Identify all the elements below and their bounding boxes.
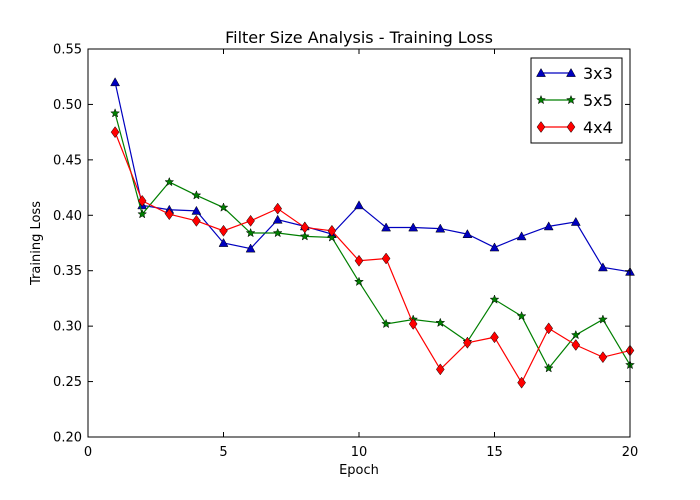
x-axis-title: Epoch: [339, 463, 379, 478]
data-point-4x4-12: [408, 318, 418, 330]
data-point-5x5-15: [489, 294, 500, 304]
data-point-5x5-19: [597, 314, 608, 324]
data-point-4x4-11: [381, 252, 391, 265]
data-point-4x4-13: [435, 363, 445, 376]
y-axis-title: Training Loss: [29, 201, 44, 286]
series-line-4x4: [114, 131, 631, 384]
legend-label: 5x5: [583, 91, 613, 110]
legend-label: 4x4: [583, 118, 613, 137]
series-4x4: [110, 126, 635, 389]
data-point-5x5-3: [164, 176, 175, 187]
x-tick-label: 20: [622, 445, 639, 460]
data-point-3x3-16: [516, 231, 527, 241]
data-point-3x3-17: [543, 221, 554, 231]
data-point-3x3-19: [597, 262, 608, 272]
x-tick-label: 5: [219, 445, 227, 460]
legend-label: 3x3: [583, 64, 613, 83]
data-point-5x5-9: [326, 232, 337, 242]
series-line-5x5: [114, 113, 631, 370]
data-point-5x5-10: [354, 276, 364, 287]
y-tick-label: 0.50: [53, 98, 82, 113]
legend: 3x3 5x5 4x4: [530, 57, 623, 144]
x-tick-label: 0: [84, 445, 92, 460]
chart-title: Filter Size Analysis - Training Loss: [225, 28, 493, 47]
data-point-5x5-5: [218, 202, 229, 212]
data-point-3x3-11: [381, 222, 392, 232]
data-point-4x4-2: [137, 194, 147, 207]
data-point-4x4-6: [246, 214, 255, 227]
y-tick-label: 0.40: [53, 209, 82, 224]
y-tick-label: 0.20: [53, 431, 82, 446]
data-point-4x4-16: [517, 376, 526, 389]
data-point-4x4-18: [571, 339, 581, 351]
data-point-5x5-8: [299, 231, 310, 241]
data-point-5x5-18: [570, 329, 581, 340]
data-point-3x3-13: [435, 223, 446, 233]
data-point-3x3-5: [218, 237, 229, 247]
data-point-3x3-12: [408, 222, 419, 232]
plot-area: [110, 77, 635, 389]
y-tick-label: 0.30: [53, 320, 82, 335]
data-point-4x4-14: [463, 336, 472, 349]
data-point-5x5-2: [137, 208, 148, 219]
series-3x3: [110, 77, 635, 276]
data-point-3x3-18: [570, 216, 581, 226]
data-point-5x5-6: [245, 227, 256, 238]
legend-marker: [566, 94, 576, 105]
data-point-3x3-10: [354, 200, 364, 210]
axes: 0 5 10 15 20 0.20 0.25 0.30 0.35 0.40 0.45 0.50 0.55: [53, 43, 638, 461]
data-point-3x3-6: [245, 243, 256, 253]
data-point-4x4-8: [300, 221, 310, 234]
legend-entry-3x3: 3x3: [536, 64, 613, 83]
data-point-5x5-13: [435, 317, 446, 328]
data-point-3x3-14: [462, 229, 473, 238]
legend-marker: [566, 121, 576, 133]
data-point-4x4-10: [354, 254, 364, 267]
data-point-5x5-7: [272, 227, 283, 238]
data-point-5x5-1: [110, 108, 121, 118]
legend-entry-5x5: 5x5: [536, 91, 613, 110]
legend-marker: [536, 94, 546, 105]
data-point-4x4-4: [192, 214, 201, 227]
data-point-3x3-7: [272, 214, 283, 224]
data-point-5x5-11: [381, 318, 392, 329]
data-point-5x5-4: [191, 190, 202, 200]
y-tick-label: 0.35: [53, 264, 82, 279]
data-point-4x4-3: [164, 208, 174, 221]
x-tick-label: 15: [486, 445, 503, 460]
data-point-3x3-1: [110, 77, 121, 87]
y-tick-label: 0.45: [53, 153, 82, 168]
data-point-4x4-7: [273, 202, 283, 215]
legend-entry-4x4: 4x4: [536, 118, 613, 137]
data-point-3x3-15: [489, 242, 500, 252]
data-point-4x4-1: [110, 126, 120, 139]
y-tick-label: 0.25: [53, 375, 82, 390]
data-point-4x4-17: [544, 322, 554, 335]
legend-marker: [536, 67, 546, 77]
data-point-5x5-16: [516, 310, 527, 321]
data-point-4x4-15: [490, 331, 499, 344]
data-point-4x4-5: [219, 224, 228, 237]
x-tick-label: 10: [351, 445, 368, 460]
legend-marker: [566, 67, 576, 77]
data-point-4x4-9: [327, 224, 337, 237]
legend-marker: [536, 121, 546, 133]
y-tick-label: 0.55: [53, 43, 82, 58]
data-point-4x4-19: [598, 351, 608, 364]
series-line-3x3: [114, 82, 631, 273]
data-point-3x3-4: [191, 205, 202, 215]
data-point-5x5-17: [543, 363, 554, 373]
